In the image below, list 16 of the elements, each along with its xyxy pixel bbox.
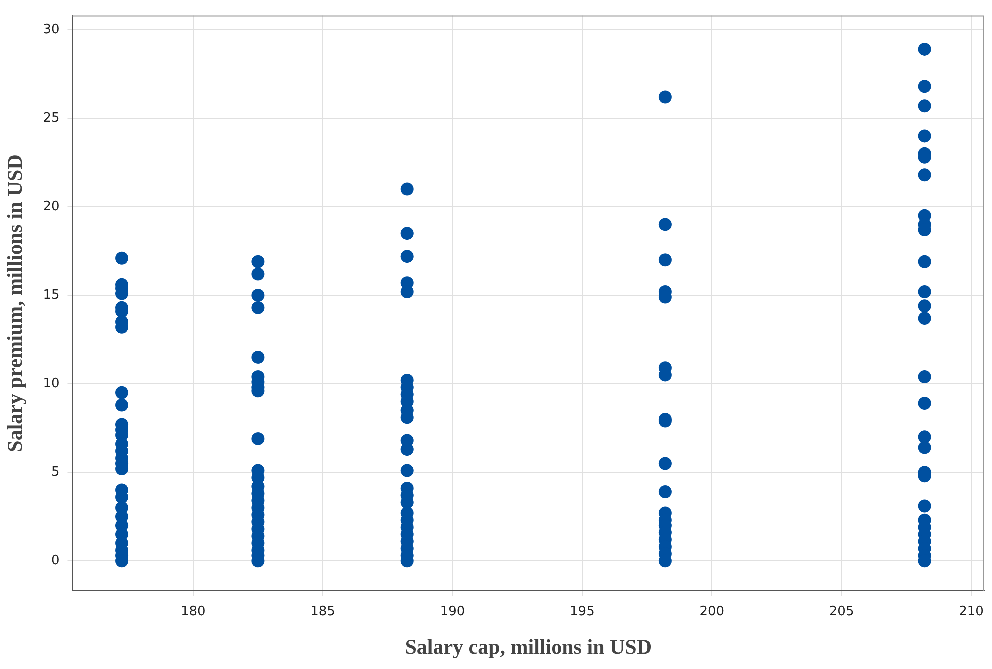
y-tick-label: 20 [43, 199, 60, 214]
x-tick-label: 185 [310, 604, 336, 620]
x-axis-title: Salary cap, millions in USD [405, 634, 652, 659]
x-tick-label: 180 [180, 604, 206, 620]
y-tick-label: 10 [43, 376, 60, 392]
y-tick-label: 5 [51, 464, 60, 480]
x-tick-label: 210 [959, 604, 984, 620]
x-tick-label: 190 [440, 604, 466, 620]
y-axis-title: Salary premium, millions in USD [3, 154, 28, 452]
x-tick-label: 200 [700, 604, 725, 620]
y-tick-label: 0 [51, 553, 60, 568]
x-tick-label: 205 [829, 604, 854, 620]
y-tick-label: 15 [43, 288, 60, 303]
y-tick-label: 25 [43, 110, 60, 126]
x-tick-label: 195 [570, 604, 595, 620]
y-tick-label: 30 [43, 22, 60, 38]
